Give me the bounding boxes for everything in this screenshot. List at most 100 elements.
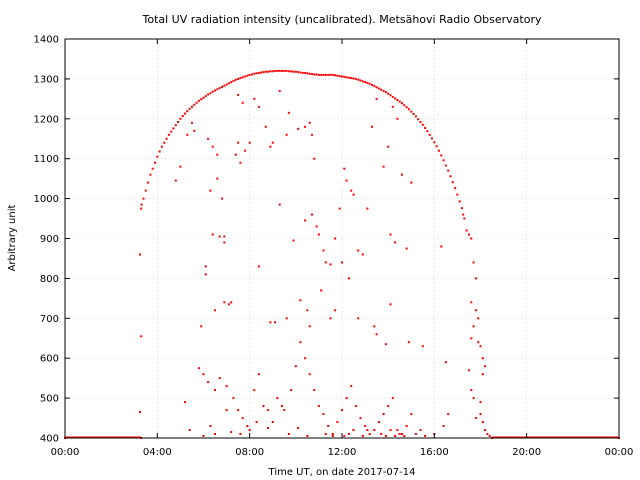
x-tick-label: 00:00 — [605, 447, 634, 458]
data-point — [248, 429, 251, 431]
data-point — [468, 233, 470, 236]
data-point — [264, 125, 267, 128]
data-point — [412, 113, 415, 115]
data-point — [257, 265, 260, 268]
data-point — [209, 92, 212, 95]
data-point — [424, 435, 427, 437]
data-point — [170, 130, 173, 133]
data-point — [267, 70, 270, 73]
data-point — [350, 77, 353, 80]
data-point — [329, 317, 332, 320]
data-point — [465, 229, 468, 232]
data-point — [461, 207, 463, 210]
data-point — [308, 373, 311, 376]
y-tick-label: 900 — [40, 234, 59, 245]
data-point — [276, 397, 279, 400]
data-point — [304, 219, 307, 222]
data-point — [158, 150, 161, 153]
data-point — [174, 179, 177, 182]
data-point — [352, 77, 355, 80]
data-point — [160, 145, 163, 148]
data-point — [410, 413, 413, 416]
data-point — [304, 125, 307, 128]
x-tick-label: 12:00 — [328, 447, 357, 458]
data-point — [223, 235, 226, 238]
data-point — [281, 69, 283, 72]
data-point — [477, 341, 480, 344]
data-point — [232, 397, 235, 400]
data-point — [357, 249, 360, 252]
data-point — [368, 82, 371, 85]
data-point — [304, 71, 307, 74]
data-point — [271, 70, 274, 73]
x-tick-label: 00:00 — [51, 447, 80, 458]
data-point — [306, 435, 309, 437]
data-point — [442, 159, 445, 162]
data-point — [396, 117, 399, 120]
data-point — [470, 337, 473, 340]
data-point — [361, 435, 364, 437]
data-point — [248, 73, 251, 76]
data-point — [193, 103, 196, 106]
data-point — [287, 111, 290, 114]
data-point — [257, 373, 260, 376]
data-point — [472, 261, 475, 264]
data-point — [364, 425, 367, 427]
data-point — [350, 385, 353, 388]
data-point — [407, 341, 410, 344]
data-point — [371, 125, 373, 128]
data-point — [366, 429, 369, 431]
data-point — [437, 149, 440, 152]
data-point — [140, 203, 143, 206]
data-point — [278, 69, 281, 72]
data-point — [331, 433, 334, 435]
data-point — [421, 123, 424, 126]
data-point — [202, 435, 205, 437]
data-point — [285, 69, 288, 72]
data-point — [484, 429, 487, 431]
data-point — [486, 433, 489, 435]
y-tick-label: 500 — [40, 394, 59, 405]
data-point — [308, 72, 311, 75]
data-point — [444, 361, 447, 364]
data-point — [308, 121, 311, 124]
y-tick-label: 800 — [40, 274, 59, 285]
data-point — [239, 433, 242, 435]
data-point — [341, 261, 343, 264]
data-point — [474, 417, 477, 420]
data-point — [419, 429, 422, 431]
data-point — [389, 94, 392, 97]
data-point — [200, 98, 203, 101]
data-point — [269, 70, 272, 73]
data-point — [311, 213, 313, 216]
data-point — [472, 397, 475, 400]
data-point — [479, 401, 482, 404]
data-point — [274, 321, 277, 324]
data-point — [320, 73, 323, 76]
data-point — [410, 181, 413, 184]
data-point — [179, 117, 182, 120]
data-point — [241, 76, 244, 79]
data-point — [324, 73, 327, 76]
data-point — [218, 235, 221, 238]
data-point — [313, 389, 316, 392]
data-point — [479, 345, 482, 348]
data-point — [407, 108, 410, 111]
data-point — [354, 77, 357, 80]
data-point — [389, 303, 392, 306]
data-point — [414, 115, 417, 118]
data-point — [209, 425, 212, 427]
data-point — [462, 213, 465, 216]
data-point — [287, 70, 290, 73]
data-point — [239, 161, 242, 164]
data-point — [174, 124, 177, 127]
x-axis-label: Time UT, on date 2017-07-14 — [268, 467, 416, 478]
data-point — [255, 72, 258, 75]
data-point — [299, 71, 302, 74]
data-point — [350, 189, 353, 192]
x-tick-label: 20:00 — [512, 447, 541, 458]
data-point — [382, 165, 385, 168]
data-point — [223, 84, 226, 87]
data-point — [154, 161, 156, 164]
data-point — [186, 133, 189, 136]
